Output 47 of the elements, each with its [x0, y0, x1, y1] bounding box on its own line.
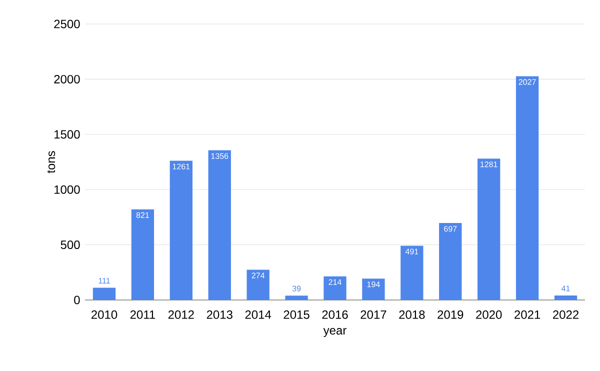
- data-label: 274: [252, 272, 265, 278]
- y-tick-label: 0: [74, 296, 80, 304]
- x-tick-label: 2010: [92, 310, 118, 319]
- bar: [131, 209, 154, 300]
- data-label: 41: [562, 286, 570, 292]
- bar: [362, 278, 385, 300]
- y-tick-label: 1500: [54, 130, 80, 139]
- x-tick-label: 2011: [130, 310, 156, 319]
- data-label: 2027: [518, 79, 536, 85]
- data-label: 39: [292, 286, 301, 292]
- x-axis-title: year: [323, 328, 346, 337]
- y-tick-label: 2500: [54, 20, 80, 28]
- data-label: 214: [328, 279, 342, 285]
- data-label: 491: [405, 248, 418, 254]
- x-tick-label: 2022: [553, 310, 578, 319]
- x-tick-label: 2015: [284, 310, 310, 319]
- x-tick-label: 2012: [168, 310, 194, 319]
- data-label: 1281: [480, 162, 498, 168]
- data-label: 821: [136, 212, 149, 218]
- data-label: 1261: [172, 164, 190, 170]
- x-tick-label: 2018: [399, 310, 425, 319]
- bar: [439, 223, 462, 300]
- bar: [285, 296, 308, 300]
- x-tick-label: 2016: [322, 310, 348, 319]
- y-tick-label: 1000: [54, 185, 80, 194]
- x-tick-label: 2020: [476, 310, 502, 319]
- bar: [208, 150, 231, 300]
- y-tick-label: 2000: [54, 74, 80, 84]
- data-label: 194: [367, 282, 380, 288]
- x-tick-label: 2014: [245, 310, 272, 319]
- bar: [400, 246, 424, 300]
- x-tick-label: 2013: [206, 310, 232, 319]
- bar: [324, 276, 346, 300]
- x-tick-label: 2019: [438, 310, 464, 319]
- y-tick-label: 500: [60, 240, 80, 250]
- data-label: 111: [98, 278, 110, 284]
- bar: [516, 76, 539, 300]
- bar: [246, 270, 270, 300]
- y-axis-title: tons: [47, 151, 56, 174]
- data-label: 1356: [211, 153, 228, 159]
- bar: [92, 288, 116, 300]
- bar: [478, 158, 500, 300]
- x-tick-label: 2017: [360, 310, 386, 319]
- bar: [554, 295, 578, 300]
- x-tick-label: 2021: [514, 310, 540, 319]
- bar: [170, 160, 192, 300]
- data-label: 697: [444, 226, 457, 232]
